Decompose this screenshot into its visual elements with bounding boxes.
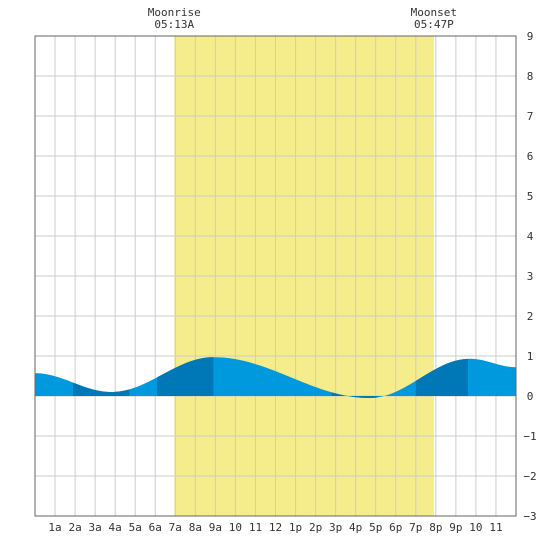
tide-shade-segment: [73, 382, 130, 396]
x-tick-label: 7p: [409, 521, 422, 534]
y-tick-label: 5: [527, 190, 534, 203]
x-tick-label: 5p: [369, 521, 382, 534]
moonset-time: 05:47P: [414, 18, 454, 31]
x-tick-label: 7a: [169, 521, 182, 534]
x-axis-labels: 1a 2a 3a 4a 5a 6a 7a 8a 9a 10 11 12 1p 2p 3p 4p 5p 6p 7p 8p…: [48, 521, 502, 534]
y-tick-label: 2: [527, 310, 534, 323]
x-tick-label: 2p: [309, 521, 322, 534]
x-tick-label: 9a: [209, 521, 222, 534]
tide-shade-segment: [331, 392, 378, 398]
y-tick-label: 3: [527, 270, 534, 283]
y-tick-label: 9: [527, 30, 534, 43]
y-tick-label: 8: [527, 70, 534, 83]
x-tick-label: 10: [229, 521, 242, 534]
x-tick-label: 11: [249, 521, 262, 534]
y-tick-label: −2: [523, 470, 536, 483]
y-tick-label: −3: [523, 510, 536, 523]
x-tick-label: 8a: [189, 521, 202, 534]
x-tick-label: 3a: [89, 521, 102, 534]
x-tick-label: 4p: [349, 521, 362, 534]
y-tick-label: 0: [527, 390, 534, 403]
x-tick-label: 5a: [129, 521, 142, 534]
y-tick-label: 4: [527, 230, 534, 243]
x-tick-label: 11: [489, 521, 502, 534]
x-tick-label: 9p: [449, 521, 462, 534]
x-tick-label: 1a: [48, 521, 61, 534]
plot-frame: [34, 35, 517, 517]
x-tick-label: 8p: [429, 521, 442, 534]
x-tick-label: 6p: [389, 521, 402, 534]
y-tick-label: −1: [523, 430, 536, 443]
tide-shade-segment: [157, 357, 214, 396]
y-tick-label: 7: [527, 110, 534, 123]
x-tick-label: 12: [269, 521, 282, 534]
y-axis-labels: 9 8 7 6 5 4 3 2 1 0 −1 −2 −3: [523, 30, 536, 523]
x-tick-label: 2a: [68, 521, 81, 534]
x-tick-label: 1p: [289, 521, 302, 534]
y-tick-label: 1: [527, 350, 534, 363]
x-tick-label: 4a: [109, 521, 122, 534]
x-tick-label: 6a: [149, 521, 162, 534]
y-tick-label: 6: [527, 150, 534, 163]
x-tick-label: 10: [469, 521, 482, 534]
tide-area: [35, 357, 516, 398]
tide-series-area: [35, 357, 516, 398]
moonset-label: Moonset: [411, 6, 457, 19]
moonrise-label: Moonrise: [148, 6, 201, 19]
x-tick-label: 3p: [329, 521, 342, 534]
moonrise-time: 05:13A: [154, 18, 194, 31]
tide-shade-segment: [415, 358, 468, 396]
